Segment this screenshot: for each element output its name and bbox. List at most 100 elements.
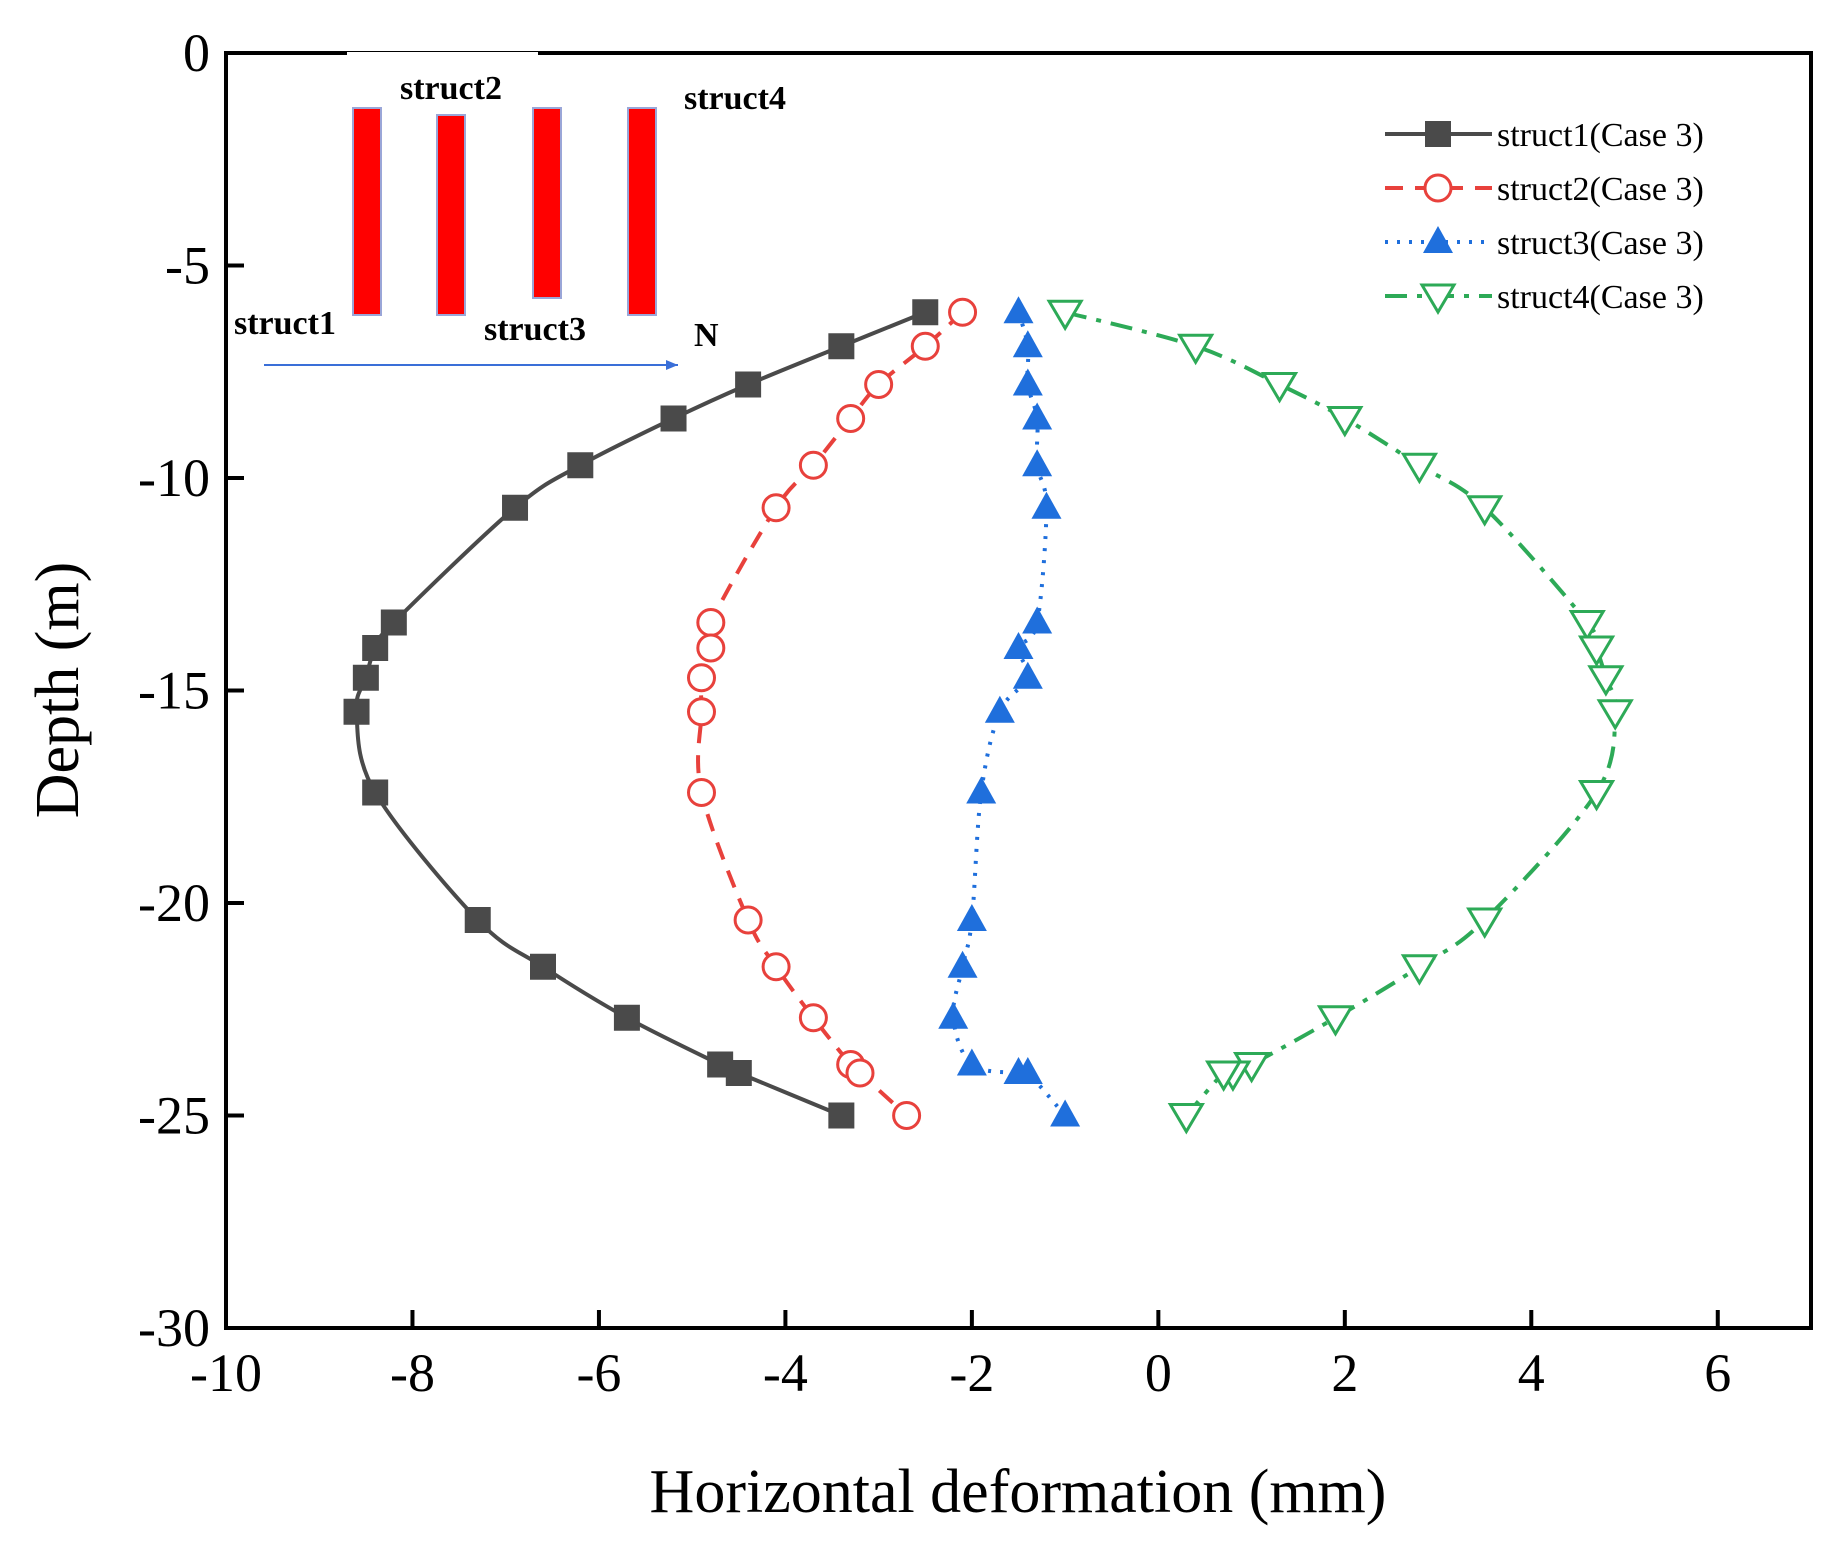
data-point [1046, 299, 1084, 332]
inset-pile-struct1 [352, 107, 382, 316]
x-tick-label: -4 [763, 1343, 808, 1403]
legend-entry: struct2(Case 3) [1385, 171, 1704, 208]
legend-marker [1423, 226, 1453, 253]
y-tick-label: -30 [138, 1298, 210, 1358]
legend-marker [1425, 121, 1451, 147]
data-point [343, 698, 370, 725]
data-point [380, 609, 407, 636]
data-point [1003, 632, 1034, 659]
legend-label: struct3(Case 3) [1497, 225, 1704, 262]
data-point [1577, 780, 1616, 812]
data-point [687, 663, 716, 693]
series-line [354, 310, 927, 1118]
inset-label-struct2: struct2 [400, 70, 502, 107]
x-tick-label: 0 [1145, 1343, 1172, 1403]
data-point [464, 907, 491, 933]
x-tick-label: 6 [1704, 1343, 1731, 1403]
inset-pile-struct4 [627, 107, 657, 316]
data-point [828, 333, 855, 360]
data-point [1400, 452, 1439, 485]
data-point [1326, 406, 1364, 438]
series-3 [938, 296, 1081, 1127]
data-point [910, 331, 940, 361]
data-point [1260, 372, 1299, 404]
y-tick-label: -25 [138, 1086, 210, 1146]
inset-pile-struct2 [436, 114, 466, 316]
inset-label-struct1: struct1 [234, 305, 336, 342]
y-tick-label: 0 [183, 23, 210, 83]
data-point [530, 953, 556, 980]
data-point [687, 778, 716, 807]
data-point [984, 695, 1015, 723]
inset-north-arrow-head [666, 360, 678, 370]
inset-background [347, 52, 538, 97]
data-point [761, 952, 791, 982]
data-point [725, 1060, 752, 1086]
data-point [1577, 635, 1616, 667]
data-point [938, 1001, 969, 1029]
data-point [1568, 610, 1606, 642]
data-point [1012, 661, 1043, 689]
data-point [1316, 1005, 1355, 1037]
data-point [798, 450, 828, 480]
legend-entry: struct3(Case 3) [1385, 225, 1704, 262]
data-point [1466, 907, 1504, 939]
data-point [733, 905, 763, 935]
legend-label: struct4(Case 3) [1497, 279, 1704, 316]
data-point [1003, 296, 1034, 324]
legend-label: struct2(Case 3) [1497, 171, 1704, 208]
y-axis-title: Depth (m) [24, 562, 92, 819]
x-tick-label: -10 [190, 1343, 262, 1403]
y-tick-label: -15 [138, 661, 210, 721]
data-point [352, 664, 379, 691]
data-point [1022, 449, 1053, 477]
data-point [1022, 606, 1053, 634]
ticks-layer: -10 -8 -6 -4 -2 0 2 4 60-5-10-15-20-25-30 [138, 23, 1731, 1403]
data-point [1167, 1103, 1205, 1135]
data-point [696, 633, 726, 663]
data-point [1177, 333, 1215, 366]
data-point [761, 493, 791, 523]
legend-entry: struct1(Case 3) [1385, 117, 1704, 154]
series-layer [343, 296, 1634, 1135]
inset-label-struct3: struct3 [484, 311, 586, 348]
data-point [1012, 1057, 1043, 1084]
data-point [836, 404, 866, 433]
inset-north-label: N [694, 317, 719, 354]
data-point [1400, 954, 1439, 986]
legend-marker [1423, 173, 1453, 203]
series-4 [1046, 299, 1634, 1135]
data-point [956, 904, 987, 931]
series-1 [343, 299, 939, 1129]
data-point [660, 405, 687, 432]
data-point [845, 1058, 875, 1088]
data-point [502, 494, 529, 521]
inset-schematic: struct1 struct2 struct3 struct4 N [234, 52, 786, 370]
data-point [1596, 699, 1634, 731]
data-point [1022, 402, 1053, 430]
inset-pile-struct3 [532, 107, 562, 299]
data-point [362, 779, 389, 806]
legend-entry: struct4(Case 3) [1385, 279, 1704, 316]
data-point [864, 370, 894, 399]
data-point [912, 299, 939, 326]
data-point [613, 1004, 640, 1031]
x-tick-label: 2 [1331, 1343, 1358, 1403]
data-point [1204, 1060, 1243, 1092]
data-point [1587, 665, 1625, 697]
data-point [892, 1101, 922, 1130]
legend: struct1(Case 3) struct2(Case 3) struct3(Ca… [1385, 117, 1704, 316]
data-point [1012, 368, 1043, 396]
series-2 [687, 297, 978, 1130]
x-tick-label: 4 [1518, 1343, 1545, 1403]
data-point [948, 297, 978, 327]
data-point [687, 697, 716, 727]
data-point [1050, 1099, 1081, 1127]
inset-label-struct4: struct4 [684, 80, 786, 117]
y-tick-label: -5 [165, 236, 210, 296]
data-point [798, 1003, 828, 1033]
series-line [1064, 310, 1618, 1117]
legend-marker [1419, 283, 1457, 315]
data-point [947, 950, 978, 978]
